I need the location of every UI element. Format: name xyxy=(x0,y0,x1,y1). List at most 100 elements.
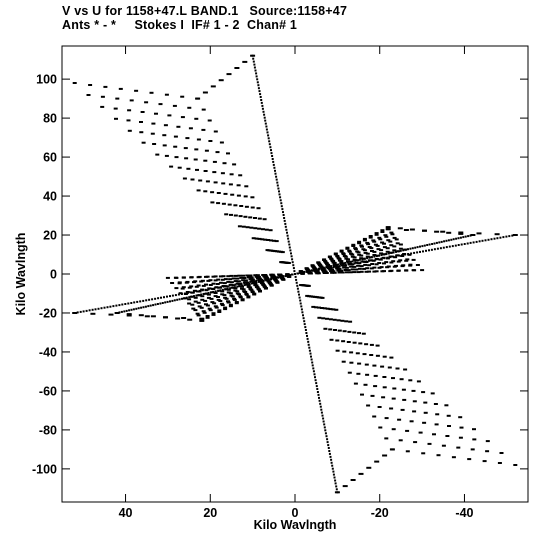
uv-point xyxy=(329,455,332,458)
uv-point xyxy=(332,264,335,267)
uv-point xyxy=(196,314,201,317)
uv-point xyxy=(354,268,359,271)
uv-point xyxy=(472,428,476,431)
uv-point xyxy=(380,254,383,256)
uv-point xyxy=(327,444,330,447)
uv-point xyxy=(385,247,390,250)
uv-point xyxy=(127,302,130,305)
uv-point xyxy=(264,122,267,125)
uv-point xyxy=(357,253,362,256)
uv-point xyxy=(403,368,408,371)
uv-point xyxy=(213,130,218,133)
uv-point xyxy=(215,151,220,154)
uv-point xyxy=(243,195,248,198)
uv-point xyxy=(324,261,329,264)
uv-point xyxy=(201,128,206,131)
uv-point xyxy=(216,296,220,298)
uv-point xyxy=(351,243,356,246)
uv-point xyxy=(213,279,218,282)
uv-point xyxy=(328,268,333,271)
uv-point xyxy=(279,196,282,199)
uv-point xyxy=(230,295,235,298)
uv-point xyxy=(389,407,394,410)
uv-point xyxy=(285,273,290,276)
uv-point xyxy=(358,342,363,345)
uv-point xyxy=(352,271,357,274)
uv-point xyxy=(384,437,389,440)
uv-point xyxy=(306,334,308,337)
uv-point xyxy=(382,355,387,358)
uv-point xyxy=(370,394,375,397)
uv-point xyxy=(273,166,276,169)
uv-point xyxy=(223,192,228,195)
uv-point xyxy=(431,243,434,245)
uv-point xyxy=(245,281,250,284)
uv-point xyxy=(256,288,261,291)
uv-point xyxy=(206,296,211,299)
uv-point xyxy=(156,303,159,305)
uv-point xyxy=(298,293,300,296)
uv-point xyxy=(223,306,228,309)
uv-point xyxy=(344,320,349,323)
uv-point xyxy=(327,266,332,269)
uv-point xyxy=(368,236,373,239)
uv-point xyxy=(127,109,132,112)
uv-point xyxy=(277,276,280,279)
uv-point xyxy=(244,185,249,188)
uv-point xyxy=(499,452,504,454)
uv-point xyxy=(382,262,386,265)
uv-point xyxy=(231,284,236,287)
uv-point xyxy=(268,283,273,286)
uv-point xyxy=(144,305,147,308)
uv-point xyxy=(458,231,464,234)
uv-point xyxy=(323,327,328,330)
uv-point xyxy=(395,254,400,257)
uv-point xyxy=(390,233,395,236)
uv-point xyxy=(332,266,335,269)
uv-point xyxy=(324,432,327,435)
uv-point xyxy=(261,107,264,110)
uv-point xyxy=(330,461,333,464)
uv-point xyxy=(320,268,325,270)
uv-point xyxy=(355,352,360,355)
uv-point xyxy=(293,270,296,273)
uv-point xyxy=(407,248,409,251)
uv-point xyxy=(163,316,168,319)
uv-point xyxy=(127,129,132,132)
uv-point xyxy=(328,308,333,311)
uv-point xyxy=(416,380,421,383)
uv-point xyxy=(303,270,306,273)
uv-point xyxy=(345,246,350,249)
uv-point xyxy=(217,289,220,292)
uv-point xyxy=(269,239,273,242)
uv-point xyxy=(145,299,148,302)
uv-point xyxy=(249,276,254,279)
uv-point xyxy=(438,241,441,244)
uv-point xyxy=(265,249,270,252)
uv-point xyxy=(353,248,358,251)
uv-point xyxy=(362,267,367,270)
uv-point xyxy=(175,317,181,320)
uv-point xyxy=(398,439,403,442)
uv-point xyxy=(457,244,460,246)
uv-point xyxy=(242,277,247,279)
uv-point xyxy=(419,245,421,248)
uv-point xyxy=(443,240,446,243)
uv-point xyxy=(267,137,270,140)
uv-point xyxy=(357,242,362,245)
uv-point xyxy=(413,441,418,444)
uv-point xyxy=(220,172,225,175)
uv-point xyxy=(395,367,400,370)
uv-point xyxy=(467,235,470,238)
uv-point xyxy=(72,82,77,84)
uv-point xyxy=(280,205,283,208)
uv-point xyxy=(194,148,199,151)
uv-point xyxy=(397,418,402,421)
uv-point xyxy=(364,261,369,263)
uv-point xyxy=(265,279,268,282)
y-tick-label: 20 xyxy=(43,229,57,243)
uv-point xyxy=(412,400,417,403)
uv-point xyxy=(439,247,442,250)
uv-point xyxy=(144,315,150,318)
uv-point xyxy=(336,257,341,260)
